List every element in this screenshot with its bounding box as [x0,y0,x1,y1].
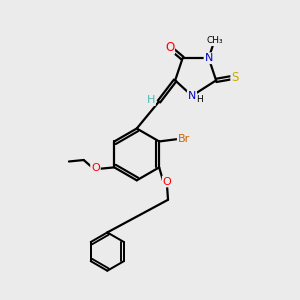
Text: S: S [231,70,239,84]
Text: O: O [165,41,174,54]
Text: CH₃: CH₃ [206,36,223,45]
Text: O: O [91,163,100,173]
Text: N: N [205,53,213,63]
Text: H: H [196,95,203,104]
Text: N: N [188,91,196,101]
Text: O: O [163,176,172,187]
Text: H: H [146,95,155,105]
Text: Br: Br [178,134,190,144]
